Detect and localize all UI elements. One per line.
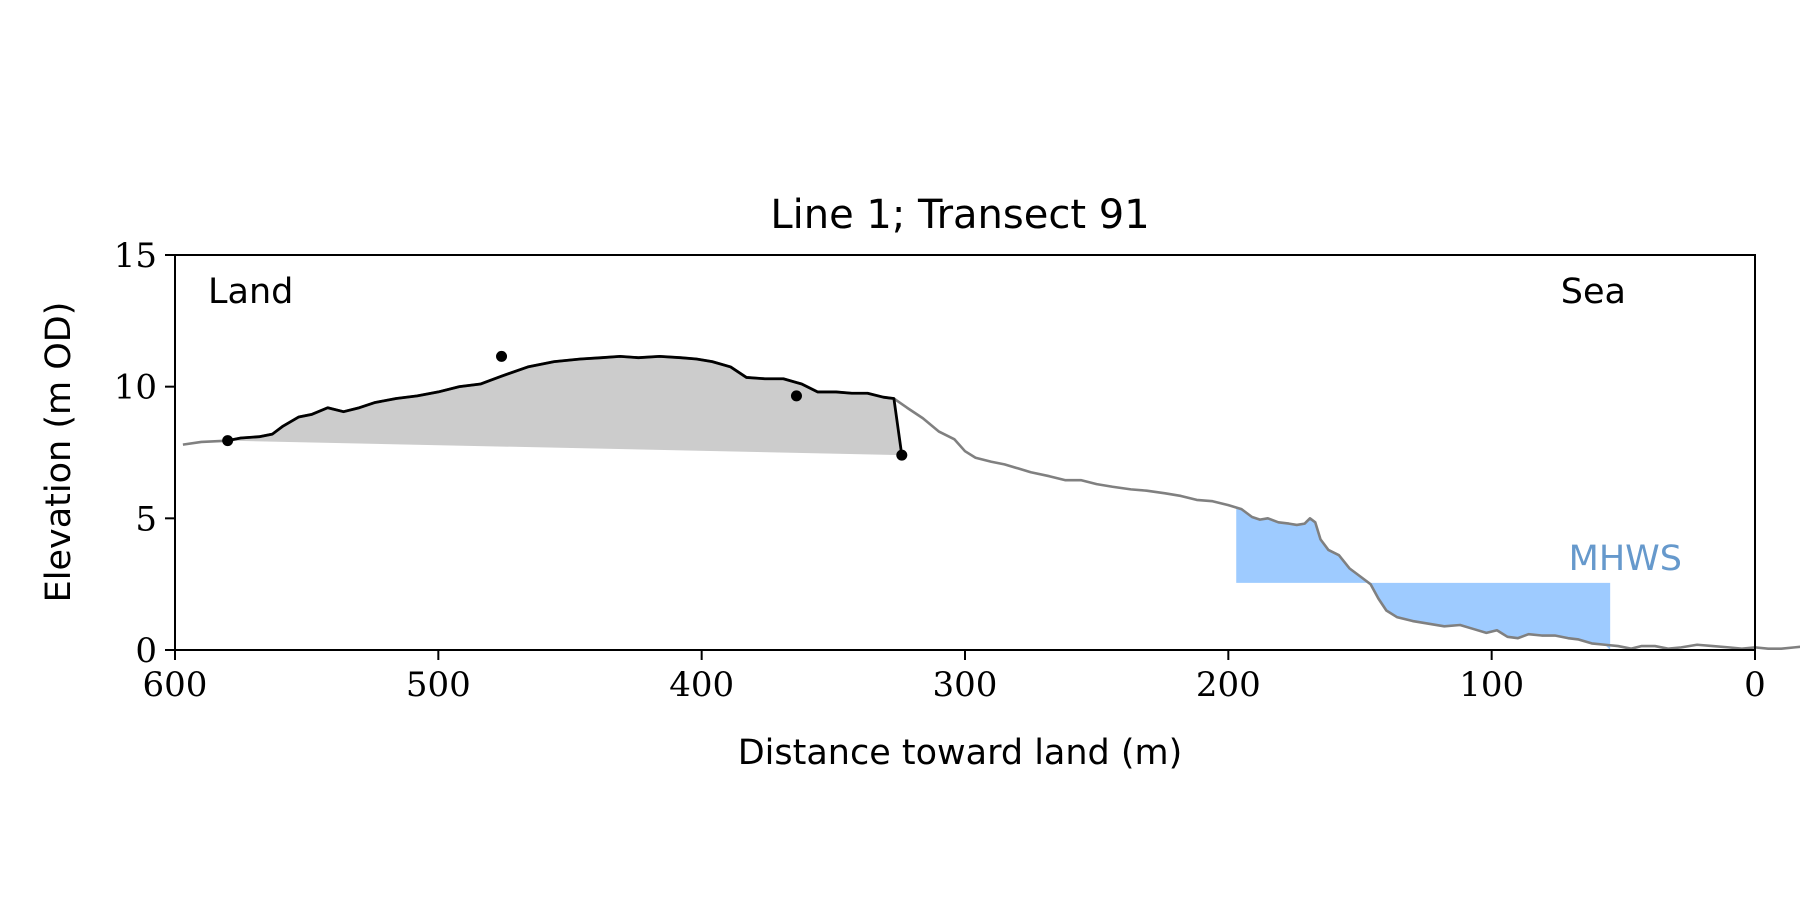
y-tick-label: 15	[114, 236, 157, 276]
y-tick-label: 10	[114, 368, 157, 408]
y-axis-label: Elevation (m OD)	[39, 302, 79, 603]
x-tick-label: 600	[143, 665, 208, 705]
x-axis-label: Distance toward land (m)	[738, 733, 1183, 773]
chart-title: Line 1; Transect 91	[770, 192, 1149, 238]
x-tick-label: 300	[933, 665, 998, 705]
dune-marker	[790, 390, 802, 402]
dune-marker	[222, 435, 234, 447]
y-tick-label: 5	[135, 499, 157, 539]
x-tick-label: 200	[1196, 665, 1261, 705]
dune-line	[227, 354, 904, 456]
dune-marker	[896, 449, 908, 461]
x-tick-label: 100	[1459, 665, 1524, 705]
mhws-label: MHWS	[1569, 539, 1682, 579]
mhws-area	[1236, 507, 1611, 650]
dune-fill	[227, 356, 902, 456]
x-tick-label: 500	[406, 665, 471, 705]
tick-layer: 600 500 400 300 200 100 0 0 5 10 15	[114, 236, 1766, 705]
fill-layer	[227, 356, 1611, 650]
y-tick-label: 0	[135, 631, 157, 671]
dune-marker	[496, 350, 508, 362]
land-annotation: Land	[208, 272, 293, 312]
marker-layer	[222, 350, 908, 461]
x-tick-label: 0	[1744, 665, 1766, 705]
x-tick-label: 400	[669, 665, 734, 705]
line-layer	[182, 354, 1800, 650]
sea-annotation: Sea	[1561, 272, 1626, 312]
